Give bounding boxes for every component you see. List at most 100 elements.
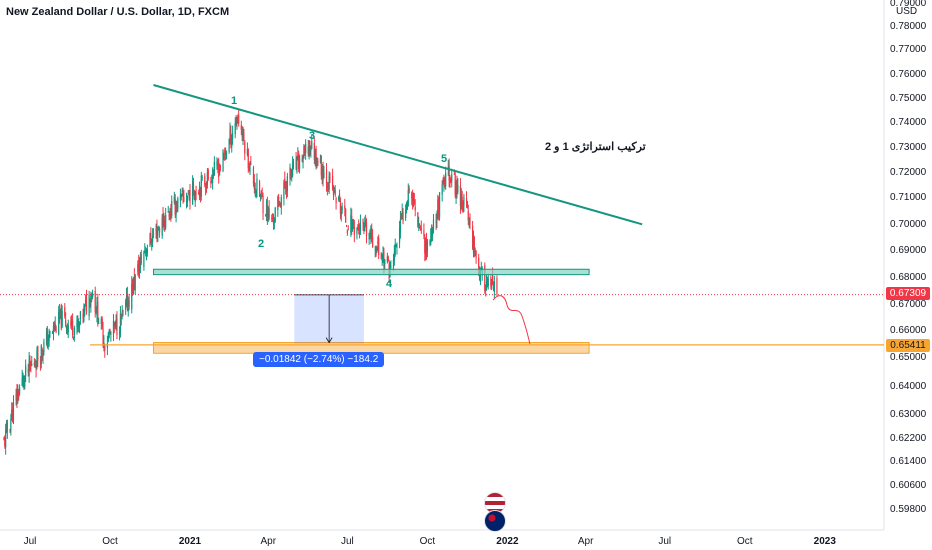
candle-body <box>485 281 488 290</box>
candle-body <box>250 163 252 165</box>
candle-body <box>24 375 26 387</box>
candle-body <box>224 149 226 154</box>
candle-body <box>238 114 240 124</box>
candle-body <box>94 290 96 312</box>
candle-body <box>375 247 377 255</box>
candle-body <box>128 300 130 307</box>
candle-body <box>35 368 37 370</box>
y-tick-label: 0.70000 <box>890 219 927 230</box>
candle-body <box>423 230 425 236</box>
candle-body <box>88 294 90 317</box>
candle-body <box>253 181 255 189</box>
x-tick-label: 2023 <box>814 536 837 547</box>
candle-body <box>92 293 94 297</box>
candle-body <box>42 354 44 357</box>
candle-body <box>18 387 21 395</box>
candle-body <box>358 225 360 230</box>
candle-body <box>145 250 147 252</box>
candle-body <box>183 197 185 202</box>
nz-flag-icon[interactable] <box>484 510 506 532</box>
candle-body <box>22 375 24 381</box>
candle-body <box>259 194 262 198</box>
candle-body <box>301 159 303 162</box>
candle-body <box>84 303 86 311</box>
candle-body <box>151 245 153 247</box>
candle-body <box>417 212 419 227</box>
x-tick-label: Jul <box>658 536 671 547</box>
candle-body <box>322 166 324 181</box>
candle-body <box>115 320 117 325</box>
candle-body <box>272 218 275 224</box>
candle-body <box>193 192 195 200</box>
candle-body <box>73 327 75 338</box>
candle-body <box>272 220 274 222</box>
candle-body <box>192 182 195 195</box>
candle-body <box>125 301 127 309</box>
candle-body <box>225 154 227 156</box>
candle-body <box>222 149 224 171</box>
candle-body <box>200 175 202 197</box>
candle-body <box>152 232 155 236</box>
candle-body <box>378 237 380 255</box>
candle-body <box>365 220 367 222</box>
candle-body <box>472 226 474 249</box>
candle-body <box>71 318 73 325</box>
candle-body <box>460 194 462 210</box>
candle-body <box>199 189 202 195</box>
candle-body <box>338 196 340 201</box>
candle-body <box>125 295 128 306</box>
candle-body <box>165 214 167 228</box>
candle-body <box>372 236 374 248</box>
candle-body <box>97 301 99 324</box>
candle-body <box>487 278 489 287</box>
candle-body <box>425 240 428 254</box>
candle-body <box>205 186 208 188</box>
y-tick-label: 0.63000 <box>890 409 927 420</box>
candle-body <box>309 147 311 152</box>
candle-body <box>411 192 413 199</box>
candle-body <box>158 228 161 233</box>
candle-body <box>474 253 476 256</box>
candle-body <box>346 230 348 234</box>
x-tick-label: 2022 <box>496 536 519 547</box>
candle-body <box>45 332 48 343</box>
candle-body <box>232 133 234 139</box>
candle-body <box>207 169 209 180</box>
candle-body <box>176 207 178 210</box>
candle-body <box>310 150 312 152</box>
candle-body <box>390 265 392 268</box>
candle-body <box>213 161 215 176</box>
y-tick-label: 0.69000 <box>890 245 927 256</box>
candle-body <box>70 321 72 326</box>
candle-body <box>52 331 54 334</box>
candle-body <box>473 237 475 252</box>
x-tick-label: Oct <box>737 536 753 547</box>
candle-body <box>418 224 421 229</box>
wave-label-5: 5 <box>441 153 448 165</box>
candle-body <box>262 195 264 214</box>
candle-body <box>228 139 230 153</box>
candle-body <box>67 324 69 333</box>
candle-body <box>54 323 56 330</box>
candle-body <box>79 311 82 320</box>
candle-body <box>285 187 287 190</box>
candle-body <box>314 150 316 162</box>
candle-body <box>467 210 469 221</box>
measure-arrow-head <box>325 337 333 344</box>
candle-body <box>41 348 43 354</box>
candle-body <box>55 327 57 333</box>
candle-body <box>116 318 118 336</box>
wave-label-1: 1 <box>231 95 238 107</box>
x-tick-label: Oct <box>420 536 436 547</box>
candle-body <box>424 238 426 254</box>
candle-body <box>4 437 6 446</box>
candle-body <box>58 311 60 335</box>
candle-body <box>163 220 165 226</box>
y-tick-label: 0.68000 <box>890 272 927 283</box>
candle-body <box>365 222 368 236</box>
candle-body <box>401 211 403 218</box>
candle-body <box>216 161 218 166</box>
candle-body <box>17 390 19 402</box>
candle-body <box>484 265 486 291</box>
